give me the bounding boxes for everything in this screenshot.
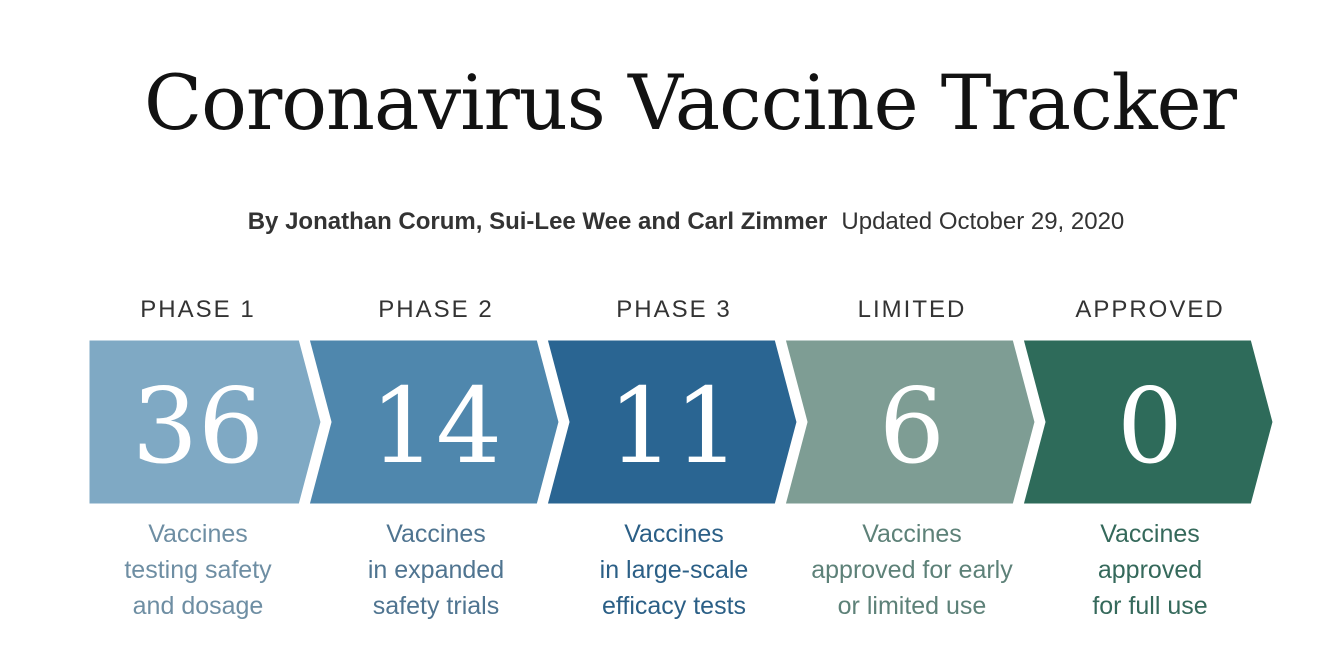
phase-description-line: efficacy tests	[601, 592, 747, 620]
phase-description-line: and dosage	[132, 592, 264, 620]
phase-arrow-4	[782, 337, 1038, 507]
phase-description-line: in large-scale	[599, 556, 749, 584]
phase-label-3: PHASE 3	[616, 296, 732, 323]
phase-description-line: Vaccines	[148, 520, 248, 548]
byline: By Jonathan Corum, Sui-Lee Wee and Carl …	[0, 208, 1322, 236]
phase-description-4: Vaccines approved for early or limited use	[793, 516, 1031, 624]
byline-authors: By Jonathan Corum, Sui-Lee Wee and Carl …	[247, 208, 828, 235]
phase-description-line: in expanded	[367, 556, 505, 584]
phase-count-1: 36	[132, 365, 264, 487]
phase-count-4: 6	[879, 365, 945, 487]
phase-count-2: 14	[370, 365, 502, 487]
phase-label-1: PHASE 1	[140, 296, 256, 323]
phase-arrow-2	[306, 337, 562, 507]
phase-description-line: Vaccines	[862, 520, 962, 548]
phase-description-2: Vaccines in expanded safety trials	[317, 516, 555, 624]
page-title: Coronavirus Vaccine Tracker	[144, 58, 1237, 147]
phase-description-line: for full use	[1092, 592, 1208, 620]
phase-description-line: approved	[1097, 556, 1203, 584]
phase-arrow-5	[1020, 337, 1276, 507]
phase-label-5: APPROVED	[1075, 296, 1225, 323]
phase-count-3: 11	[608, 365, 740, 487]
phase-label-4: LIMITED	[857, 296, 967, 323]
phase-description-line: or limited use	[837, 592, 987, 620]
byline-updated-date: Updated October 29, 2020	[841, 208, 1125, 235]
phase-count-5: 0	[1117, 365, 1183, 487]
phase-description-line: Vaccines	[624, 520, 724, 548]
phase-label-2: PHASE 2	[378, 296, 494, 323]
phase-arrow-3	[544, 337, 800, 507]
phase-description-line: testing safety	[124, 556, 272, 584]
phase-description-line: Vaccines	[386, 520, 486, 548]
phase-description-line: Vaccines	[1100, 520, 1200, 548]
phase-description-3: Vaccines in large-scale efficacy tests	[555, 516, 793, 624]
phase-description-line: approved for early	[811, 556, 1013, 584]
phase-description-1: Vaccines testing safety and dosage	[79, 516, 317, 624]
phase-description-5: Vaccines approved for full use	[1031, 516, 1269, 624]
phase-arrow-1	[86, 337, 324, 507]
phase-description-line: safety trials	[372, 592, 500, 620]
